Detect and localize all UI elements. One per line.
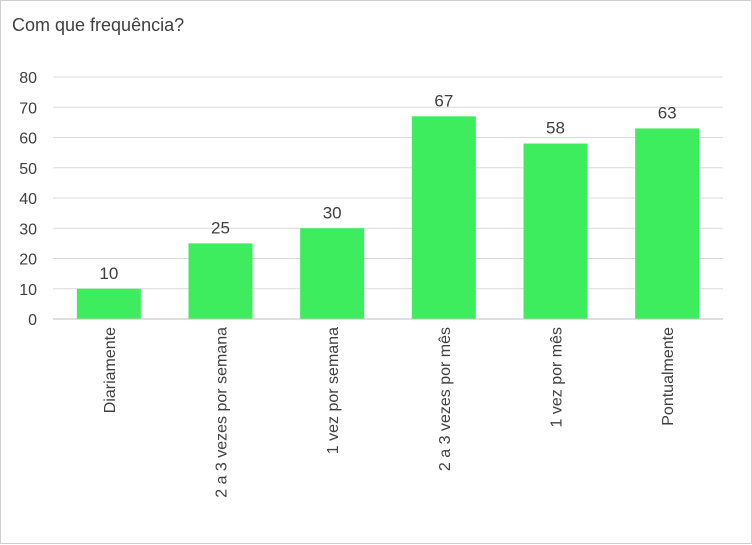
y-tick-label: 30 — [19, 221, 37, 238]
y-tick-label: 50 — [19, 161, 37, 178]
data-label: 30 — [323, 203, 342, 222]
bar — [523, 143, 588, 319]
x-category-label: Diariamente — [102, 327, 119, 413]
y-tick-label: 0 — [28, 312, 37, 329]
y-tick-label: 20 — [19, 252, 37, 269]
bar — [635, 128, 700, 319]
y-tick-label: 10 — [19, 282, 37, 299]
bar — [300, 228, 365, 319]
y-tick-label: 80 — [19, 70, 37, 87]
chart-title: Com que frequência? — [12, 15, 185, 35]
y-tick-label: 70 — [19, 100, 37, 117]
data-label: 67 — [434, 91, 453, 110]
x-category-label: 2 a 3 vezes por semana — [214, 327, 231, 498]
bar — [188, 243, 253, 319]
y-tick-label: 40 — [19, 191, 37, 208]
x-category-label: Pontualmente — [660, 327, 677, 426]
x-category-label: 1 vez por semana — [325, 327, 342, 454]
bar — [76, 288, 141, 319]
data-label: 63 — [658, 103, 677, 122]
data-label: 10 — [99, 264, 118, 283]
data-label: 58 — [546, 119, 565, 138]
data-label: 25 — [211, 218, 230, 237]
x-category-label: 1 vez por mês — [549, 327, 566, 427]
bar — [411, 116, 476, 319]
y-tick-label: 60 — [19, 131, 37, 148]
x-category-label: 2 a 3 vezes por mês — [437, 327, 454, 471]
